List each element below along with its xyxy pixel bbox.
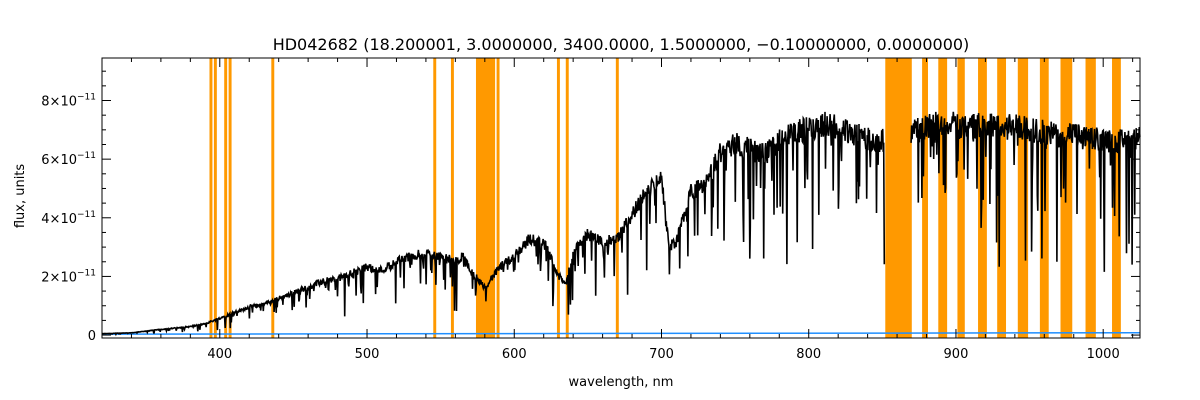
error-series bbox=[101, 331, 1141, 335]
x-tick-label: 1000 bbox=[1087, 347, 1120, 362]
y-tick-label: 8×10−11 bbox=[41, 93, 96, 110]
masked-region-17 bbox=[997, 58, 1007, 338]
y-axis-ticks: 0 2×10−11 4×10−11 6×10−11 8×10−11 bbox=[41, 70, 1140, 344]
masked-region-0 bbox=[209, 58, 213, 338]
masked-region-18 bbox=[1017, 58, 1029, 338]
masked-region-10 bbox=[565, 58, 569, 338]
x-tick-label: 400 bbox=[207, 347, 232, 362]
y-tick-label: 0 bbox=[88, 329, 96, 344]
x-tick-label: 800 bbox=[796, 347, 821, 362]
x-axis-label: wavelength, nm bbox=[569, 375, 674, 390]
x-tick-label: 900 bbox=[944, 347, 969, 362]
spectrum-line bbox=[102, 111, 1141, 337]
masked-region-5 bbox=[433, 58, 437, 338]
masked-regions bbox=[209, 58, 1121, 338]
x-tick-label: 700 bbox=[649, 347, 674, 362]
error-line bbox=[101, 331, 1141, 335]
masked-region-12 bbox=[885, 58, 912, 338]
masked-region-1 bbox=[213, 58, 217, 338]
y-axis-label: flux, units bbox=[13, 164, 28, 229]
masked-region-4 bbox=[271, 58, 275, 338]
masked-region-6 bbox=[450, 58, 454, 338]
masked-region-3 bbox=[228, 58, 232, 338]
x-tick-label: 500 bbox=[355, 347, 380, 362]
masked-region-13 bbox=[922, 58, 928, 338]
masked-region-21 bbox=[1085, 58, 1096, 338]
y-tick-label: 6×10−11 bbox=[41, 151, 96, 168]
masked-region-9 bbox=[556, 58, 560, 338]
y-tick-label: 4×10−11 bbox=[41, 210, 96, 227]
masked-region-22 bbox=[1112, 58, 1121, 338]
y-tick-label: 2×10−11 bbox=[41, 268, 96, 285]
masked-region-8 bbox=[496, 58, 500, 338]
spectrum-series bbox=[102, 111, 1141, 337]
x-axis-ticks: 400 500 600 700 800 900 1000 bbox=[101, 58, 1134, 362]
masked-region-11 bbox=[615, 58, 619, 338]
masked-region-14 bbox=[938, 58, 948, 338]
plot-frame bbox=[101, 57, 1141, 339]
masked-region-15 bbox=[957, 58, 965, 338]
x-tick-label: 600 bbox=[502, 347, 527, 362]
masked-region-7 bbox=[475, 58, 496, 338]
chart-title: HD042682 (18.200001, 3.0000000, 3400.000… bbox=[273, 35, 970, 54]
masked-region-2 bbox=[224, 58, 228, 338]
